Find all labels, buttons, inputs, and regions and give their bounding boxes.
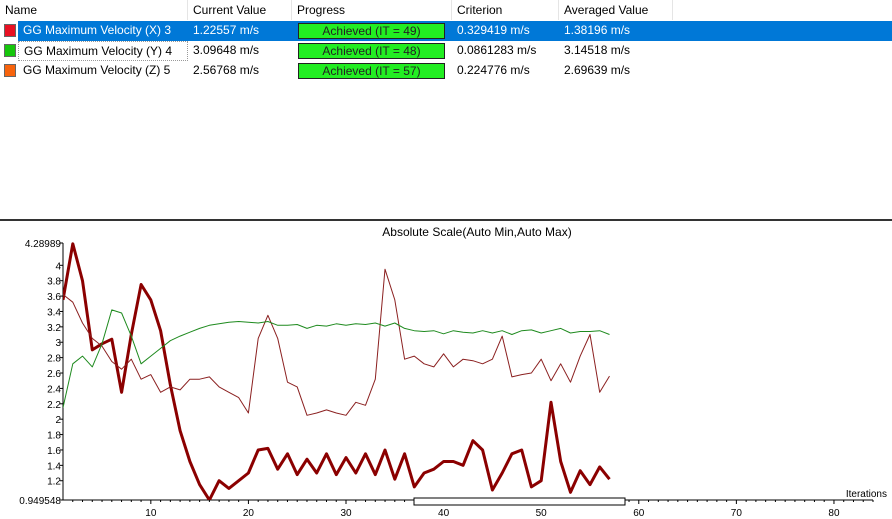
y-tick-label: 3.6 (47, 292, 61, 303)
x-tick-label: 10 (145, 508, 157, 519)
row-criterion: 0.0861283 m/s (457, 43, 537, 57)
column-header-name[interactable]: Name (0, 0, 188, 20)
series-color-swatch (4, 64, 16, 77)
row-name: GG Maximum Velocity (Z) 5 (23, 63, 171, 77)
row-criterion: 0.224776 m/s (457, 63, 530, 77)
y-tick-label: 2.6 (47, 369, 61, 380)
x-tick-label: 70 (731, 508, 743, 519)
progress-bar: Achieved (IT = 48) (298, 43, 445, 59)
y-tick-label: 2.2 (47, 400, 61, 411)
series-color-swatch (4, 44, 16, 57)
y-tick-label: 1.8 (47, 431, 61, 442)
y-tick-label: 3.8 (47, 277, 61, 288)
column-header-averaged-value[interactable]: Averaged Value (559, 0, 673, 20)
progress-bar: Achieved (IT = 57) (298, 63, 445, 79)
series-line-3 (63, 309, 610, 408)
chart-axes: 4.28989 4 3.8 3.6 3.4 3.2 3 2.8 2.6 2.4 2.2 2 1.8 1.6… (19, 239, 874, 519)
row-averaged-value: 2.69639 m/s (564, 63, 631, 77)
chart-title: Absolute Scale(Auto Min,Auto Max) (382, 225, 571, 239)
y-tick-label: 2.8 (47, 354, 61, 365)
column-header-current-value[interactable]: Current Value (188, 0, 292, 20)
row-name: GG Maximum Velocity (X) 3 (18, 21, 188, 41)
horizontal-scrollbar[interactable] (413, 497, 626, 506)
y-tick-label: 1.6 (47, 446, 61, 457)
x-axis-label: Iterations (846, 489, 887, 500)
x-tick-label: 20 (243, 508, 255, 519)
x-tick-label: 60 (633, 508, 645, 519)
series-line-2 (63, 268, 610, 416)
series-line-1 (63, 242, 611, 500)
row-current-value: 1.22557 m/s (188, 21, 292, 41)
y-tick-label: 3.2 (47, 323, 61, 334)
series-color-swatch (4, 24, 16, 37)
row-current-value: 3.09648 m/s (193, 43, 260, 57)
column-header-progress[interactable]: Progress (292, 0, 452, 20)
y-tick-label: 1.4 (47, 461, 61, 472)
row-averaged-value: 3.14518 m/s (564, 43, 631, 57)
table-row[interactable]: GG Maximum Velocity (Y) 4 3.09648 m/s Ac… (0, 41, 892, 61)
x-tick-label: 40 (438, 508, 450, 519)
convergence-chart: Absolute Scale(Auto Min,Auto Max) Iterat… (19, 225, 887, 519)
x-tick-label: 30 (340, 508, 352, 519)
table-row[interactable]: GG Maximum Velocity (X) 3 1.22557 m/s Ac… (0, 21, 892, 41)
progress-bar: Achieved (IT = 49) (298, 23, 445, 39)
y-tick-label: 2 (55, 415, 61, 426)
monitor-table: Name Current Value Progress Criterion Av… (0, 0, 892, 218)
row-criterion: 0.329419 m/s (452, 21, 559, 41)
y-tick-label: 3 (55, 338, 61, 349)
y-tick-label: 0.949548 (19, 496, 61, 507)
y-tick-label: 1.2 (47, 477, 61, 488)
table-row[interactable]: GG Maximum Velocity (Z) 5 2.56768 m/s Ac… (0, 61, 892, 81)
y-tick-label: 2.4 (47, 384, 61, 395)
column-header-criterion[interactable]: Criterion (452, 0, 559, 20)
table-header: Name Current Value Progress Criterion Av… (0, 0, 892, 21)
row-name: GG Maximum Velocity (Y) 4 (18, 41, 188, 61)
y-tick-label: 3.4 (47, 307, 61, 318)
x-tick-label: 50 (536, 508, 548, 519)
row-current-value: 2.56768 m/s (193, 63, 260, 77)
row-averaged-value: 1.38196 m/s (559, 21, 892, 41)
panel-splitter[interactable] (0, 219, 892, 221)
y-tick-label: 4 (55, 261, 61, 272)
series-layer (63, 242, 611, 500)
y-tick-label: 4.28989 (25, 239, 62, 250)
x-tick-label: 80 (828, 508, 840, 519)
